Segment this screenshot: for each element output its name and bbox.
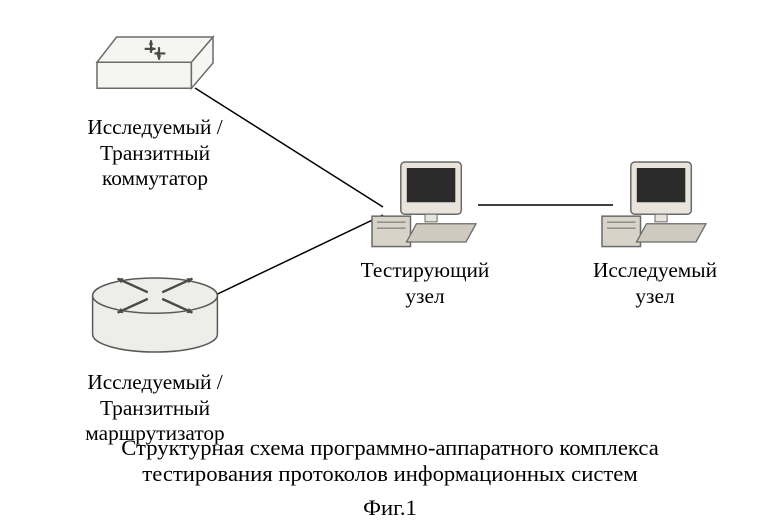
target-label: Исследуемый узел — [575, 258, 735, 309]
tester-node — [370, 160, 480, 255]
figure-label: Фиг.1 — [0, 495, 780, 521]
computer-icon — [600, 160, 710, 255]
diagram-canvas: Исследуемый / Транзитный коммутатор Иссл… — [0, 0, 780, 524]
tester-label: Тестирующий узел — [345, 258, 505, 309]
switch-icon — [95, 35, 215, 100]
switch-node — [95, 35, 215, 100]
computer-icon — [370, 160, 480, 255]
switch-label: Исследуемый / Транзитный коммутатор — [30, 115, 280, 192]
diagram-caption: Структурная схема программно-аппаратного… — [0, 435, 780, 487]
router-icon — [90, 275, 220, 355]
router-node — [90, 275, 220, 355]
target-node — [600, 160, 710, 255]
